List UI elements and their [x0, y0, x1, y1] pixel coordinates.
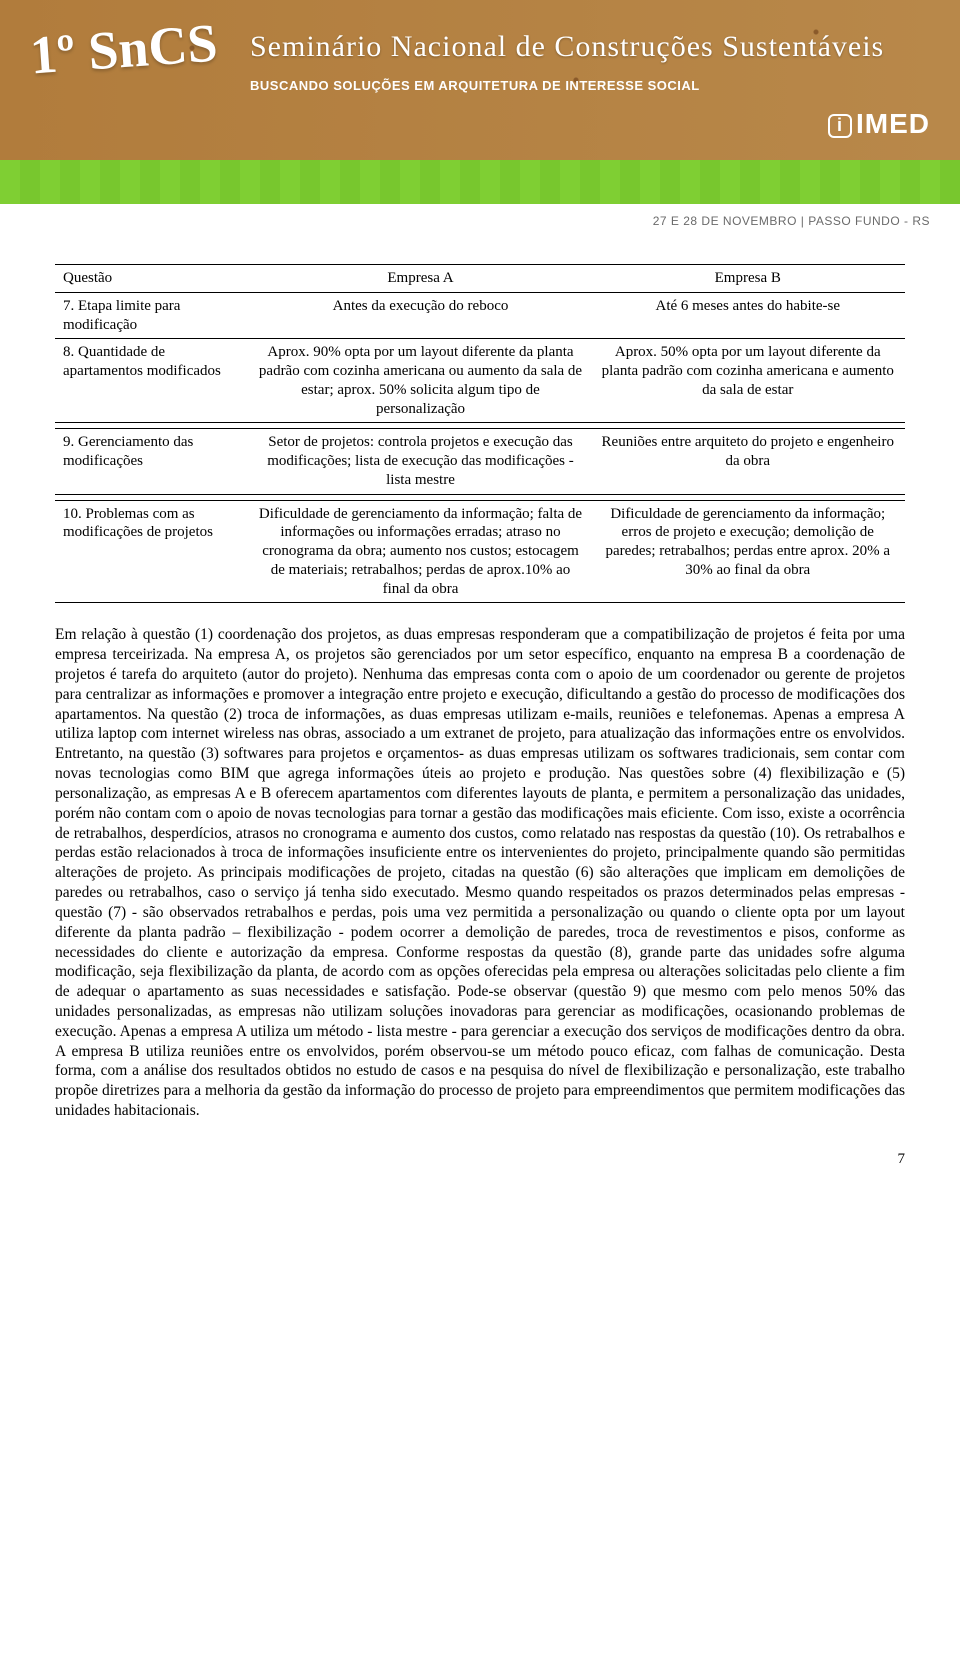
- cell-b: Até 6 meses antes do habite-se: [591, 292, 906, 339]
- cell-q: 7. Etapa limite para modificação: [55, 292, 251, 339]
- imed-logo: iIMED: [828, 108, 930, 140]
- table-header-row: Questão Empresa A Empresa B: [55, 265, 905, 293]
- cell-q: 8. Quantidade de apartamentos modificado…: [55, 339, 251, 423]
- banner-date-line: 27 E 28 DE NOVEMBRO | PASSO FUNDO - RS: [0, 204, 960, 234]
- sncs-logo: 1º SnCS: [28, 12, 219, 87]
- cell-a: Aprox. 90% opta por um layout diferente …: [251, 339, 591, 423]
- banner-headline: Seminário Nacional de Construções Susten…: [250, 30, 884, 64]
- cell-a: Setor de projetos: controla projetos e e…: [251, 429, 591, 494]
- comparison-table: Questão Empresa A Empresa B 7. Etapa lim…: [55, 264, 905, 603]
- col-header-b: Empresa B: [591, 265, 906, 293]
- table-row: 10. Problemas com as modificações de pro…: [55, 500, 905, 603]
- imed-icon: i: [828, 114, 852, 138]
- cell-b: Aprox. 50% opta por um layout diferente …: [591, 339, 906, 423]
- table-row: 7. Etapa limite para modificação Antes d…: [55, 292, 905, 339]
- page-content: Questão Empresa A Empresa B 7. Etapa lim…: [0, 234, 960, 1208]
- cell-q: 10. Problemas com as modificações de pro…: [55, 500, 251, 603]
- cell-b: Dificuldade de gerenciamento da informaç…: [591, 500, 906, 603]
- banner-subhead: BUSCANDO SOLUÇÕES EM ARQUITETURA DE INTE…: [250, 78, 700, 93]
- page-number: 7: [55, 1151, 905, 1168]
- table-row: 8. Quantidade de apartamentos modificado…: [55, 339, 905, 423]
- banner-green-strip: [0, 160, 960, 204]
- cell-a: Dificuldade de gerenciamento da informaç…: [251, 500, 591, 603]
- cell-q: 9. Gerenciamento das modificações: [55, 429, 251, 494]
- header-banner: 1º SnCS Seminário Nacional de Construçõe…: [0, 0, 960, 234]
- cell-a: Antes da execução do reboco: [251, 292, 591, 339]
- imed-text: IMED: [856, 108, 930, 139]
- body-paragraph: Em relação à questão (1) coordenação dos…: [55, 625, 905, 1121]
- cell-b: Reuniões entre arquiteto do projeto e en…: [591, 429, 906, 494]
- col-header-question: Questão: [55, 265, 251, 293]
- table-row: 9. Gerenciamento das modificações Setor …: [55, 429, 905, 494]
- banner-top: 1º SnCS Seminário Nacional de Construçõe…: [0, 0, 960, 160]
- col-header-a: Empresa A: [251, 265, 591, 293]
